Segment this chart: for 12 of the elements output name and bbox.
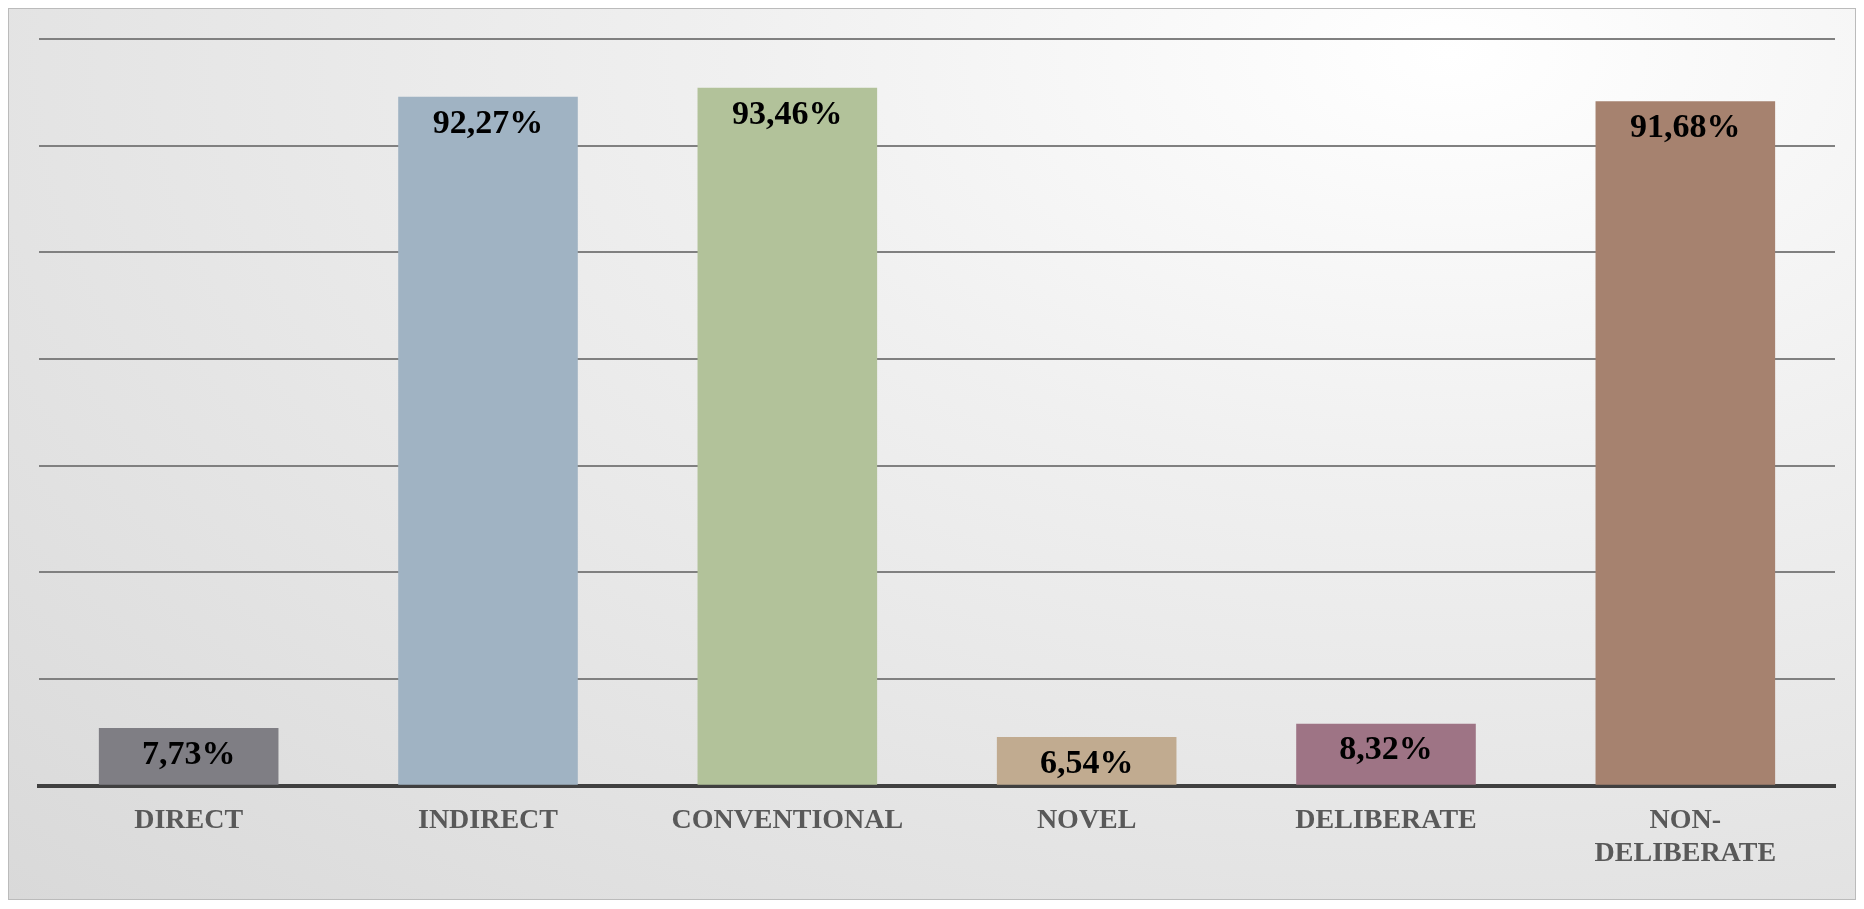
data-label: 6,54% xyxy=(1039,742,1134,780)
data-label: 92,27% xyxy=(432,102,544,140)
data-label: 8,32% xyxy=(1339,729,1433,767)
x-tick-label: DELIBERATE xyxy=(1295,802,1477,834)
x-tick-label: CONVENTIONAL xyxy=(671,802,904,834)
x-tick-label: NON-DELIBERATE xyxy=(1594,802,1777,868)
x-tick-label: NOVEL xyxy=(1036,802,1137,834)
x-tick-label: DIRECT xyxy=(134,802,244,834)
data-label: 93,46% xyxy=(732,93,843,131)
data-label: 91,68% xyxy=(1630,106,1741,144)
x-tick-label: INDIRECT xyxy=(417,802,559,834)
data-label: 7,73% xyxy=(141,733,236,771)
